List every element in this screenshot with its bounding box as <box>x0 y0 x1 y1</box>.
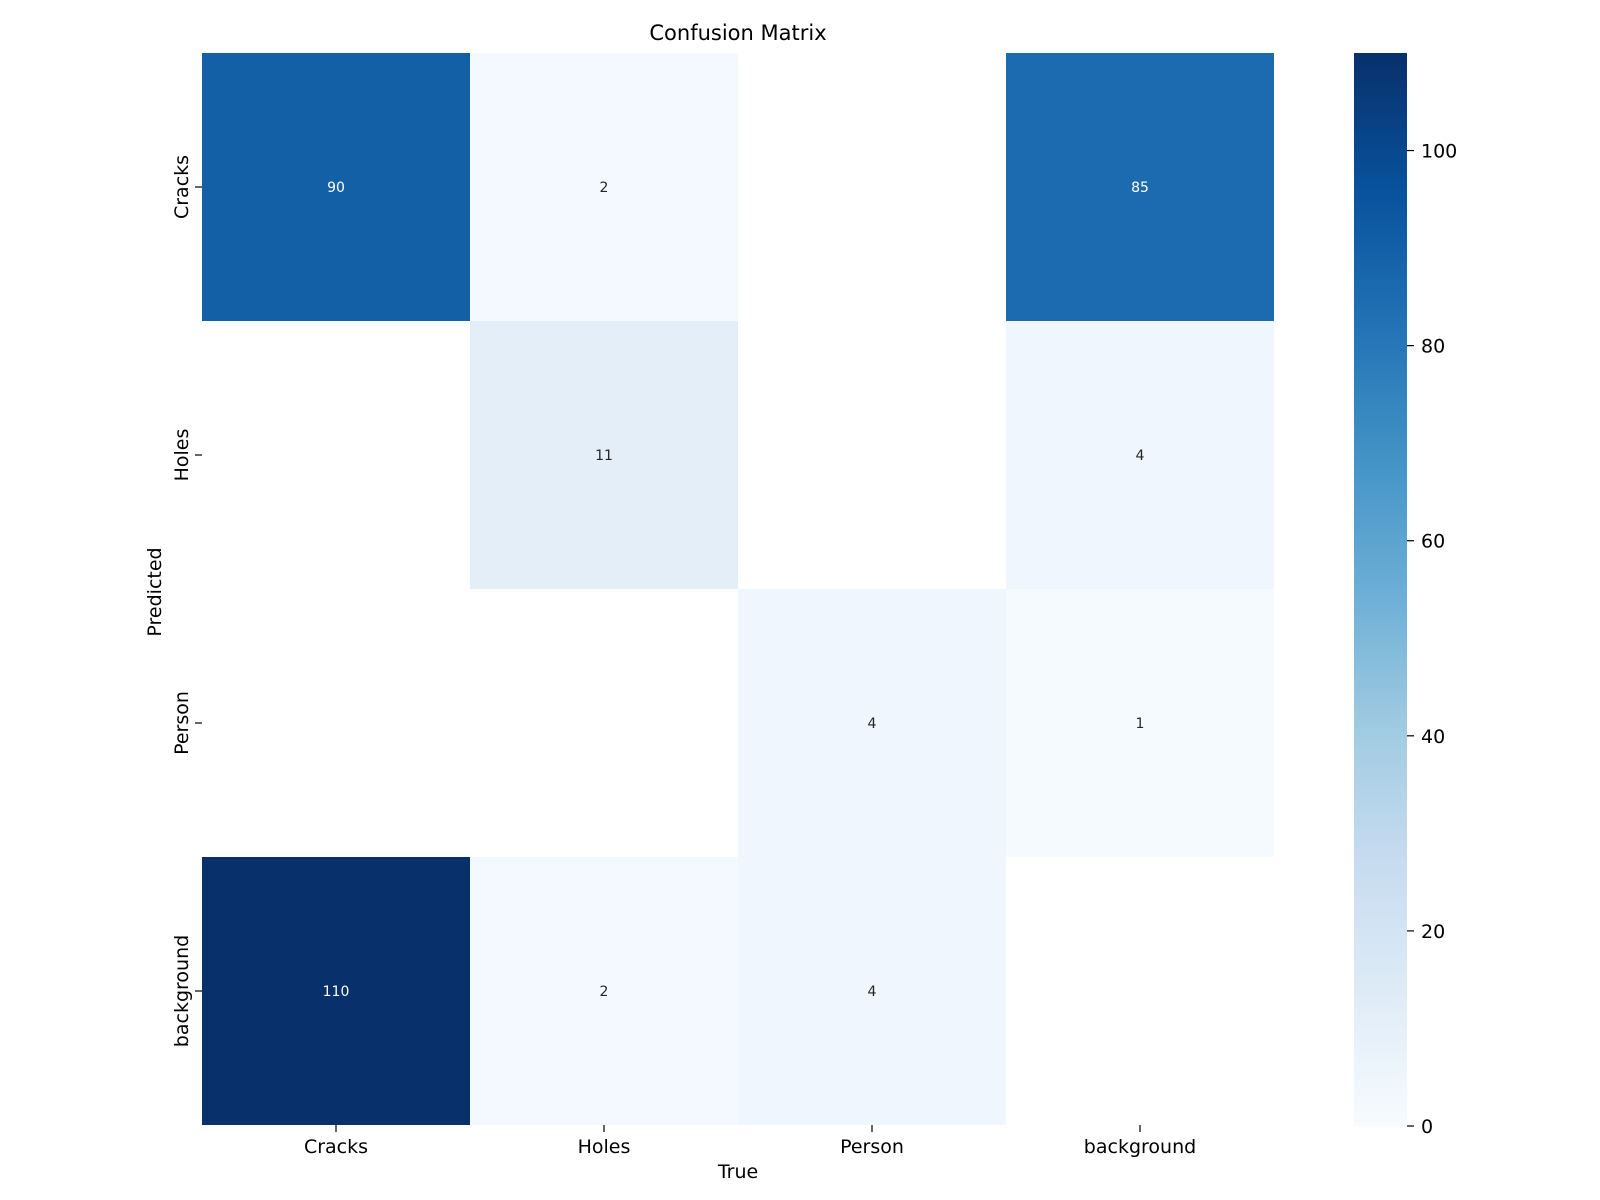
colorbar-tick-label: 20 <box>1421 921 1445 943</box>
y-tick-label: Cracks <box>171 155 193 219</box>
heatmap-cell <box>470 321 738 589</box>
heatmap-cell <box>470 53 738 321</box>
cell-value-label: 2 <box>600 984 609 1000</box>
colorbar-tick-label: 100 <box>1421 141 1457 163</box>
cell-value-label: 4 <box>1136 448 1145 464</box>
x-axis: Cracks Holes Person background <box>304 1125 1196 1158</box>
cell-value-label: 110 <box>323 984 350 1000</box>
heatmap-cell <box>1006 589 1274 857</box>
x-tick-label: background <box>1084 1136 1196 1158</box>
cell-value-label: 90 <box>327 180 345 196</box>
cell-value-label: 11 <box>595 448 613 464</box>
x-tick-label: Holes <box>578 1136 631 1158</box>
colorbar-ticks: 0 20 40 60 80 100 <box>1407 141 1457 1138</box>
y-axis-label: Predicted <box>144 547 166 636</box>
heatmap-cell <box>202 857 470 1125</box>
heatmap-cell <box>738 857 1006 1125</box>
colorbar-tick-label: 40 <box>1421 726 1445 748</box>
colorbar <box>1354 53 1407 1126</box>
colorbar-tick-label: 60 <box>1421 531 1445 553</box>
heatmap-cell <box>1006 53 1274 321</box>
x-axis-label: True <box>717 1161 758 1183</box>
heatmap-cells <box>202 53 1274 1125</box>
cell-value-labels: 90 2 85 11 4 4 1 110 2 4 <box>323 180 1149 1000</box>
y-tick-label: Holes <box>171 429 193 482</box>
x-tick-label: Cracks <box>304 1136 368 1158</box>
cell-value-label: 2 <box>600 180 609 196</box>
y-axis: Cracks Holes Person background <box>171 155 202 1047</box>
chart-title: Confusion Matrix <box>649 21 826 45</box>
cell-value-label: 85 <box>1131 180 1149 196</box>
y-tick-label: Person <box>171 691 193 755</box>
cell-value-label: 4 <box>868 984 877 1000</box>
cell-value-label: 1 <box>1136 716 1145 732</box>
cell-value-label: 4 <box>868 716 877 732</box>
colorbar-tick-label: 80 <box>1421 336 1445 358</box>
y-tick-label: background <box>171 935 193 1047</box>
heatmap-cell <box>202 53 470 321</box>
heatmap-cell <box>470 857 738 1125</box>
heatmap-cell <box>1006 321 1274 589</box>
x-tick-label: Person <box>840 1136 904 1158</box>
heatmap-cell <box>738 589 1006 857</box>
colorbar-tick-label: 0 <box>1421 1116 1433 1138</box>
